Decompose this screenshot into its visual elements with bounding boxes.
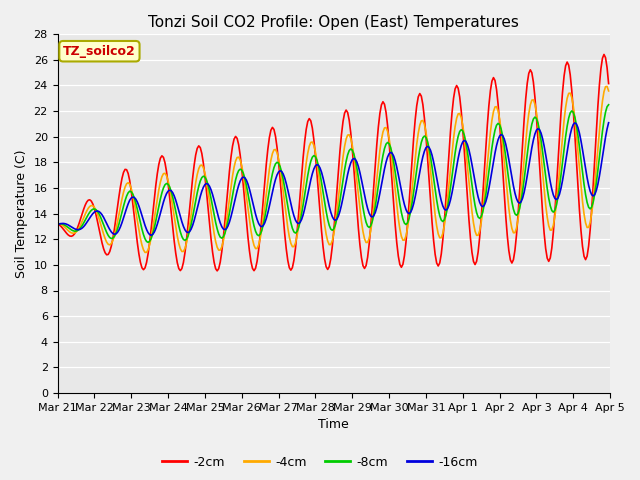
Text: TZ_soilco2: TZ_soilco2 (63, 45, 136, 58)
Title: Tonzi Soil CO2 Profile: Open (East) Temperatures: Tonzi Soil CO2 Profile: Open (East) Temp… (148, 15, 519, 30)
X-axis label: Time: Time (319, 419, 349, 432)
Legend: -2cm, -4cm, -8cm, -16cm: -2cm, -4cm, -8cm, -16cm (157, 451, 483, 474)
Y-axis label: Soil Temperature (C): Soil Temperature (C) (15, 149, 28, 278)
